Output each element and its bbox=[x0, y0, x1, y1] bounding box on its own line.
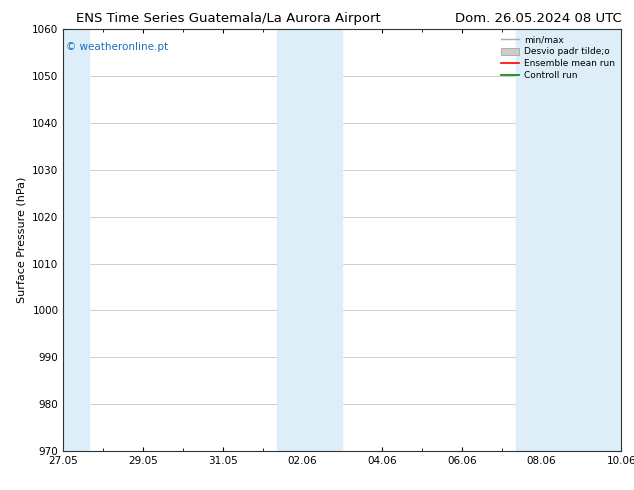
Bar bbox=[515, 29, 633, 451]
Bar bbox=[276, 29, 342, 451]
Text: Dom. 26.05.2024 08 UTC: Dom. 26.05.2024 08 UTC bbox=[455, 12, 621, 25]
Text: © weatheronline.pt: © weatheronline.pt bbox=[66, 42, 168, 52]
Bar bbox=[51, 29, 89, 451]
Legend: min/max, Desvio padr tilde;o, Ensemble mean run, Controll run: min/max, Desvio padr tilde;o, Ensemble m… bbox=[500, 34, 617, 82]
Text: ENS Time Series Guatemala/La Aurora Airport: ENS Time Series Guatemala/La Aurora Airp… bbox=[76, 12, 381, 25]
Y-axis label: Surface Pressure (hPa): Surface Pressure (hPa) bbox=[16, 177, 27, 303]
